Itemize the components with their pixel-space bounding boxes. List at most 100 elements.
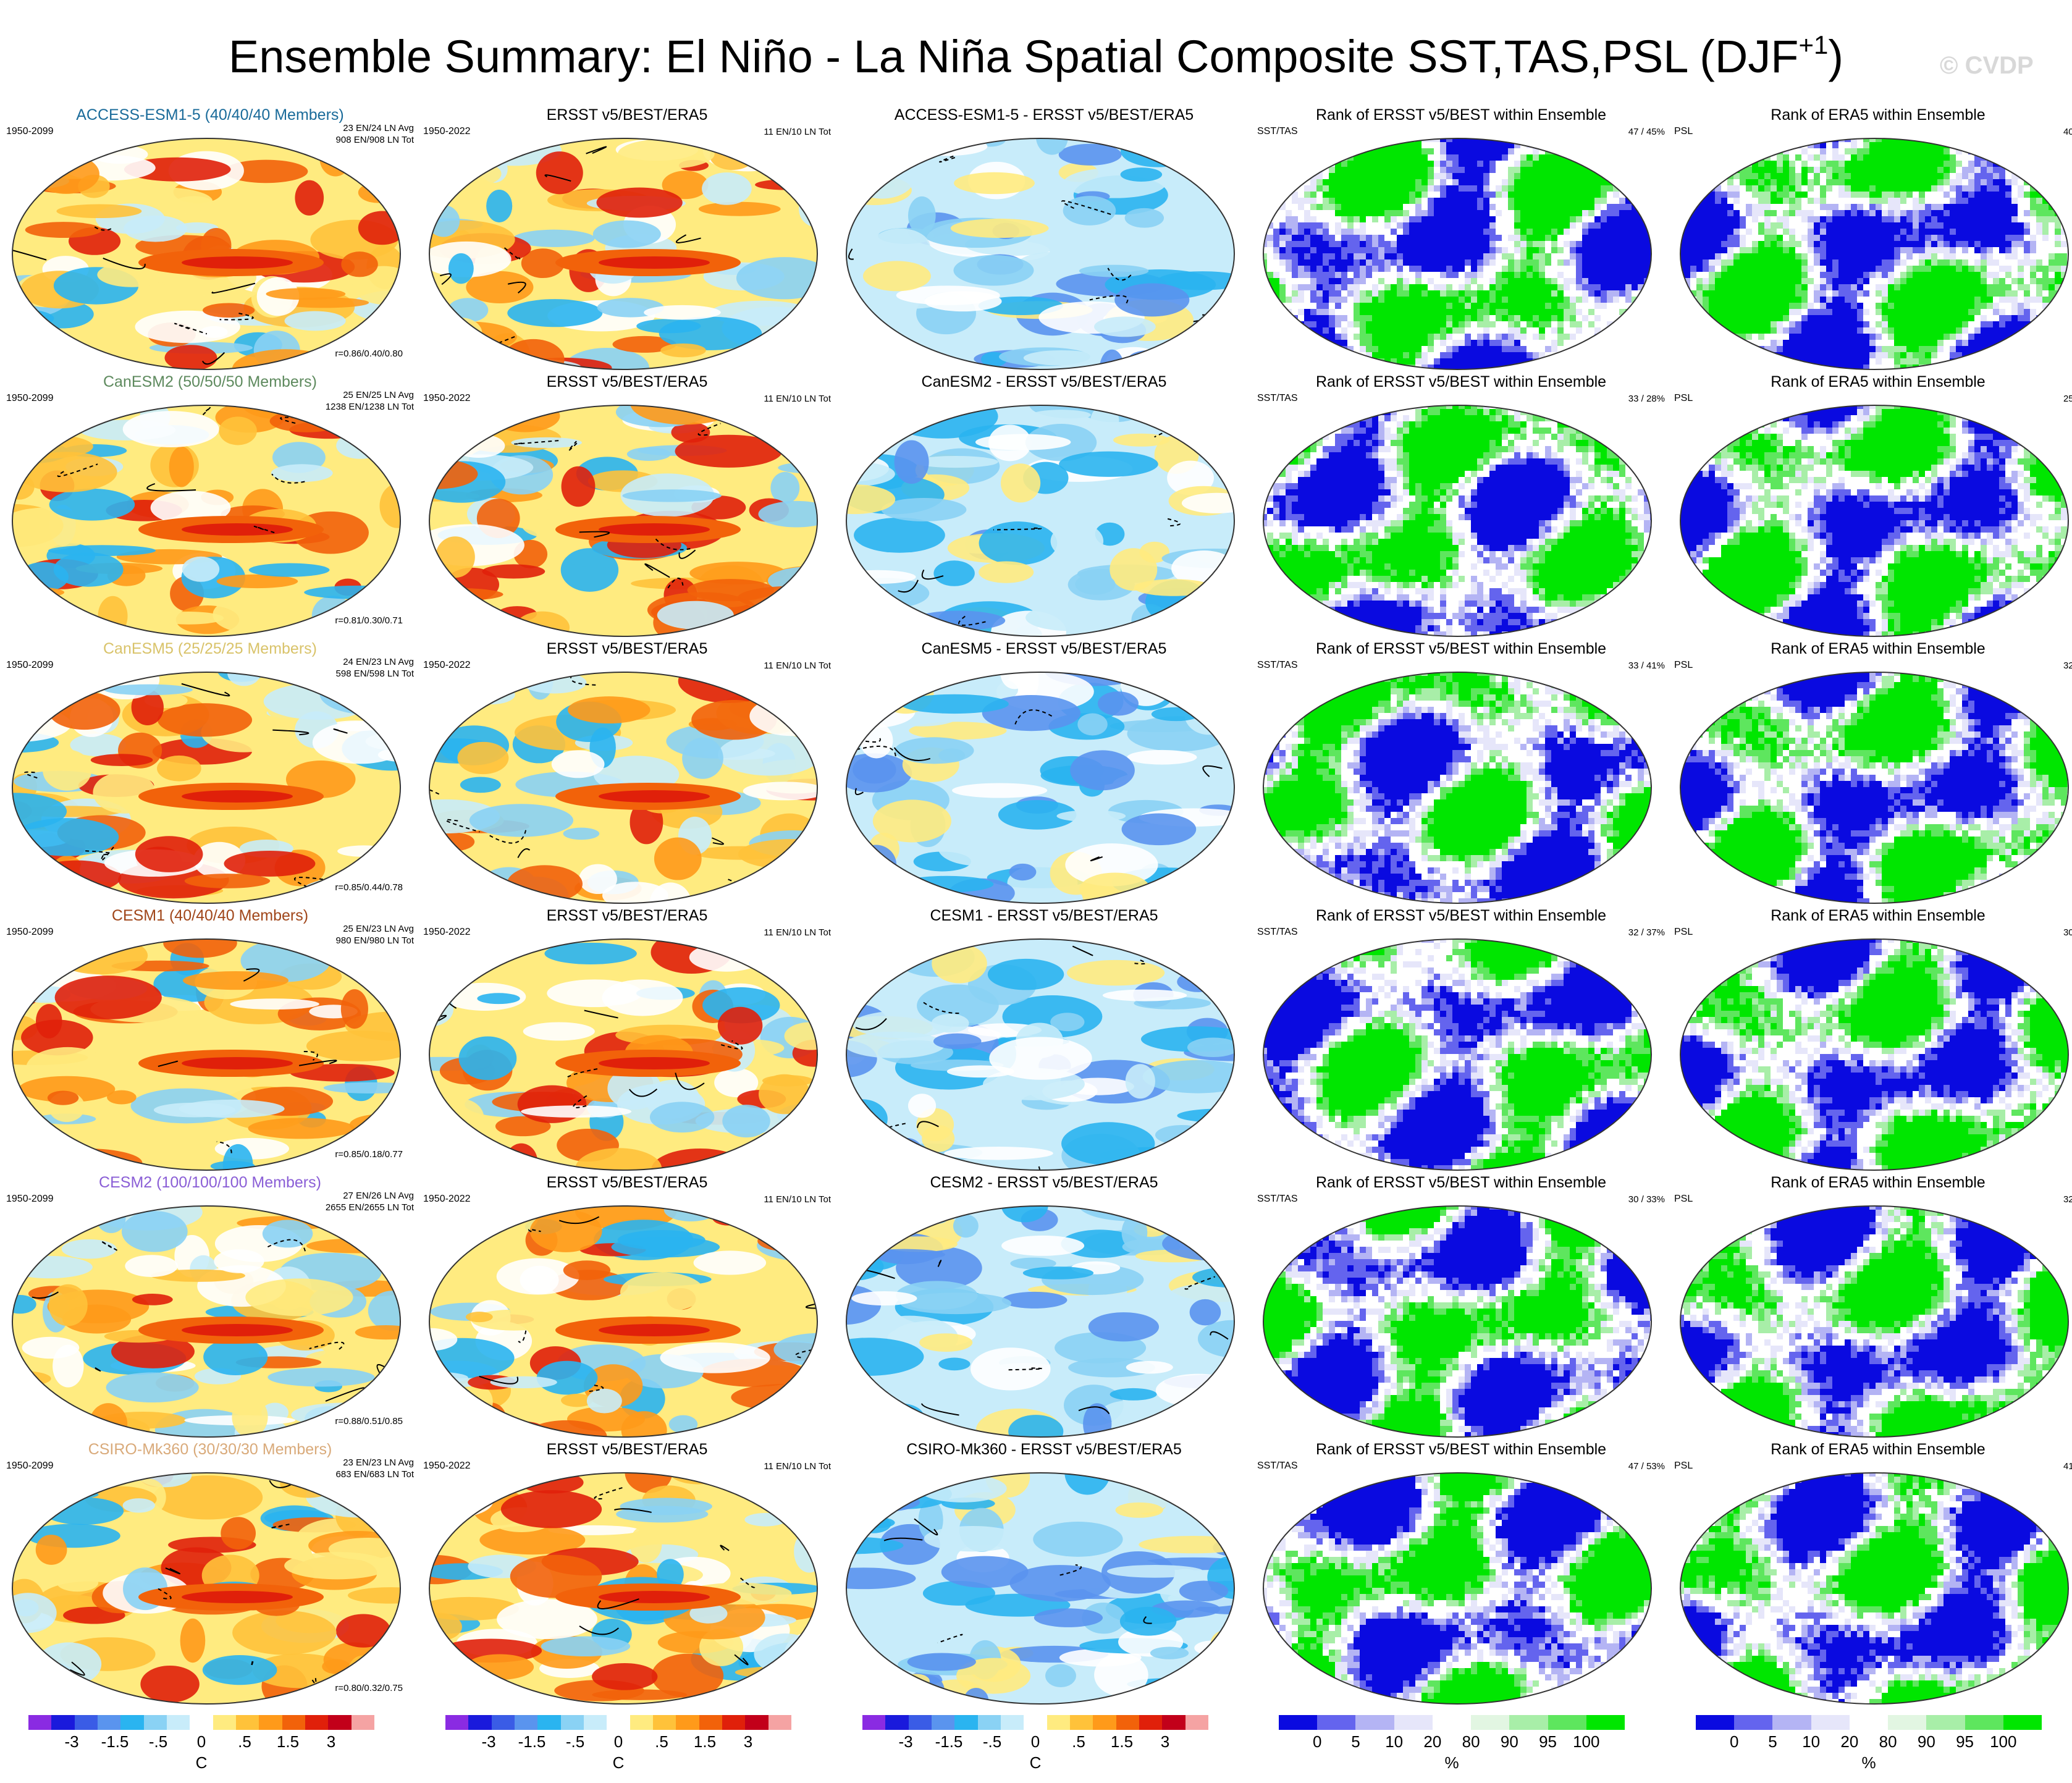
rank-cell bbox=[1477, 167, 1483, 173]
rank-cell bbox=[1801, 185, 1808, 192]
rank-cell bbox=[1950, 136, 1956, 142]
rank-cell bbox=[1740, 173, 1746, 179]
rank-cell bbox=[1956, 309, 1962, 315]
rank-cell bbox=[1551, 365, 1557, 371]
rank-cell bbox=[2067, 229, 2071, 235]
rank-cell bbox=[1703, 272, 1709, 278]
rank-cell bbox=[1446, 173, 1452, 179]
rank-cell bbox=[1372, 167, 1378, 173]
rank-cell bbox=[1409, 161, 1415, 167]
rank-cell bbox=[1323, 235, 1329, 241]
rank-cell bbox=[1974, 327, 1981, 334]
rank-cell bbox=[1777, 161, 1783, 167]
rank-cell bbox=[1758, 303, 1764, 309]
rank-cell bbox=[1733, 327, 1740, 334]
rank-cell bbox=[1715, 142, 1721, 148]
rank-cell bbox=[1771, 216, 1777, 222]
rank-cell bbox=[1273, 167, 1279, 173]
rank-cell bbox=[1845, 167, 1851, 173]
rank-cell bbox=[1403, 216, 1409, 222]
rank-cell bbox=[1347, 290, 1354, 297]
rank-cell bbox=[1465, 259, 1471, 266]
rank-cell bbox=[1483, 198, 1489, 204]
rank-cell bbox=[1415, 259, 1421, 266]
rank-cell bbox=[1906, 290, 1913, 297]
rank-cell bbox=[1625, 216, 1632, 222]
rank-cell bbox=[1267, 272, 1273, 278]
rank-cell bbox=[1421, 136, 1428, 142]
rank-cell bbox=[1588, 247, 1594, 253]
rank-cell bbox=[1298, 154, 1304, 161]
rank-cell bbox=[1987, 241, 1993, 247]
rank-cell bbox=[1341, 142, 1347, 148]
rank-cell bbox=[1845, 259, 1851, 266]
rank-cell bbox=[1783, 327, 1789, 334]
rank-cell bbox=[1944, 327, 1950, 334]
rank-cell bbox=[1446, 253, 1452, 259]
rank-cell bbox=[1347, 321, 1354, 327]
rank-cell bbox=[1502, 241, 1508, 247]
rank-cell bbox=[1341, 210, 1347, 216]
rank-cell bbox=[1888, 185, 1894, 192]
rank-cell bbox=[1752, 309, 1758, 315]
rank-cell bbox=[1678, 321, 1684, 327]
rank-cell bbox=[1347, 365, 1354, 371]
rank-cell bbox=[1801, 321, 1808, 327]
rank-cell bbox=[1279, 216, 1286, 222]
rank-cell bbox=[1415, 142, 1421, 148]
rank-cell bbox=[1316, 136, 1323, 142]
rank-cell bbox=[1937, 303, 1944, 309]
rank-cell bbox=[1808, 161, 1814, 167]
rank-cell bbox=[1789, 309, 1795, 315]
rank-cell bbox=[1758, 185, 1764, 192]
rank-cell bbox=[2049, 272, 2055, 278]
rank-cell bbox=[1715, 136, 1721, 142]
rank-cell bbox=[1777, 340, 1783, 346]
rank-cell bbox=[1292, 358, 1298, 365]
rank-cell bbox=[1820, 192, 1826, 198]
rank-cell bbox=[1471, 259, 1477, 266]
rank-cell bbox=[2055, 266, 2061, 272]
rank-cell bbox=[1465, 297, 1471, 303]
rank-cell bbox=[2030, 327, 2036, 334]
rank-cell bbox=[1632, 259, 1638, 266]
rank-cell bbox=[1709, 210, 1715, 216]
rank-cell bbox=[1508, 278, 1514, 284]
rank-cell bbox=[2049, 229, 2055, 235]
rank-cell bbox=[1527, 303, 1533, 309]
rank-cell bbox=[1789, 346, 1795, 352]
rank-cell bbox=[1690, 241, 1696, 247]
rank-cell bbox=[1465, 315, 1471, 321]
rank-cell bbox=[1570, 327, 1576, 334]
rank-cell bbox=[1384, 272, 1391, 278]
rank-cell bbox=[2067, 315, 2071, 321]
rank-cell bbox=[1733, 259, 1740, 266]
rank-cell bbox=[1582, 315, 1588, 321]
rank-cell bbox=[1644, 210, 1650, 216]
rank-cell bbox=[1310, 185, 1316, 192]
rank-cell bbox=[1851, 315, 1857, 321]
rank-cell bbox=[1721, 309, 1727, 315]
rank-cell bbox=[1950, 173, 1956, 179]
rank-cell bbox=[1894, 309, 1900, 315]
rank-cell bbox=[1638, 222, 1644, 229]
rank-cell bbox=[1789, 290, 1795, 297]
rank-cell bbox=[1354, 346, 1360, 352]
rank-cell bbox=[1483, 216, 1489, 222]
rank-cell bbox=[1709, 340, 1715, 346]
rank-cell bbox=[1632, 142, 1638, 148]
rank-cell bbox=[1752, 315, 1758, 321]
rank-cell bbox=[1452, 272, 1459, 278]
rank-cell bbox=[1341, 371, 1347, 372]
rank-cell bbox=[1625, 266, 1632, 272]
rank-cell bbox=[1440, 192, 1446, 198]
rank-cell bbox=[1820, 241, 1826, 247]
rank-cell bbox=[1316, 259, 1323, 266]
rank-cell bbox=[1607, 210, 1613, 216]
rank-cell bbox=[1625, 167, 1632, 173]
rank-cell bbox=[1354, 148, 1360, 154]
rank-cell bbox=[1733, 253, 1740, 259]
rank-cell bbox=[1533, 185, 1539, 192]
rank-cell bbox=[1771, 334, 1777, 340]
rank-cell bbox=[1520, 346, 1527, 352]
